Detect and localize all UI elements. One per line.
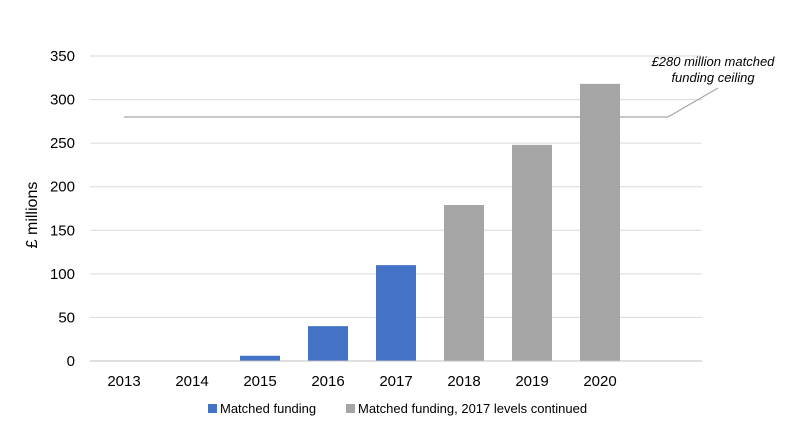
y-tick-label: 0 [67, 353, 75, 370]
y-tick-label: 350 [50, 48, 75, 65]
legend-swatch-matched-funding [208, 404, 217, 413]
x-axis-ticks: 2013 2014 2015 2016 2017 2018 2019 2020 [107, 373, 616, 390]
x-tick-label-2019: 2019 [515, 373, 548, 390]
y-tick-label: 200 [50, 179, 75, 196]
bars [240, 83, 620, 361]
x-tick-label-2016: 2016 [311, 373, 344, 390]
y-axis-label: £ millions [24, 182, 41, 249]
y-tick-label: 150 [50, 222, 75, 239]
bar-2020 [580, 83, 620, 361]
y-tick-label: 250 [50, 135, 75, 152]
legend-label-matched-funding: Matched funding [220, 401, 316, 416]
y-axis-ticks: 0 50 100 150 200 250 300 350 [50, 48, 75, 370]
y-tick-label: 50 [58, 309, 75, 326]
bar-2017 [376, 265, 416, 361]
x-tick-label-2015: 2015 [243, 373, 276, 390]
bar-2018 [444, 205, 484, 361]
annotation-line-1: £280 million matched [651, 54, 776, 69]
annotation-leader-line [667, 87, 719, 118]
legend-swatch-2017-levels-continued [346, 404, 355, 413]
y-tick-label: 100 [50, 266, 75, 283]
x-tick-label-2013: 2013 [107, 373, 140, 390]
gridlines [90, 55, 702, 318]
x-tick-label-2014: 2014 [175, 373, 208, 390]
annotation-line-2: funding ceiling [671, 70, 755, 85]
x-tick-label-2017: 2017 [379, 373, 412, 390]
x-tick-label-2018: 2018 [447, 373, 480, 390]
legend-label-2017-levels-continued: Matched funding, 2017 levels continued [358, 401, 587, 416]
y-tick-label: 300 [50, 92, 75, 109]
x-tick-label-2020: 2020 [583, 373, 616, 390]
legend: Matched funding Matched funding, 2017 le… [208, 401, 587, 416]
bar-2015 [240, 355, 280, 361]
bar-2016 [308, 326, 348, 361]
bar-2019 [512, 144, 552, 361]
